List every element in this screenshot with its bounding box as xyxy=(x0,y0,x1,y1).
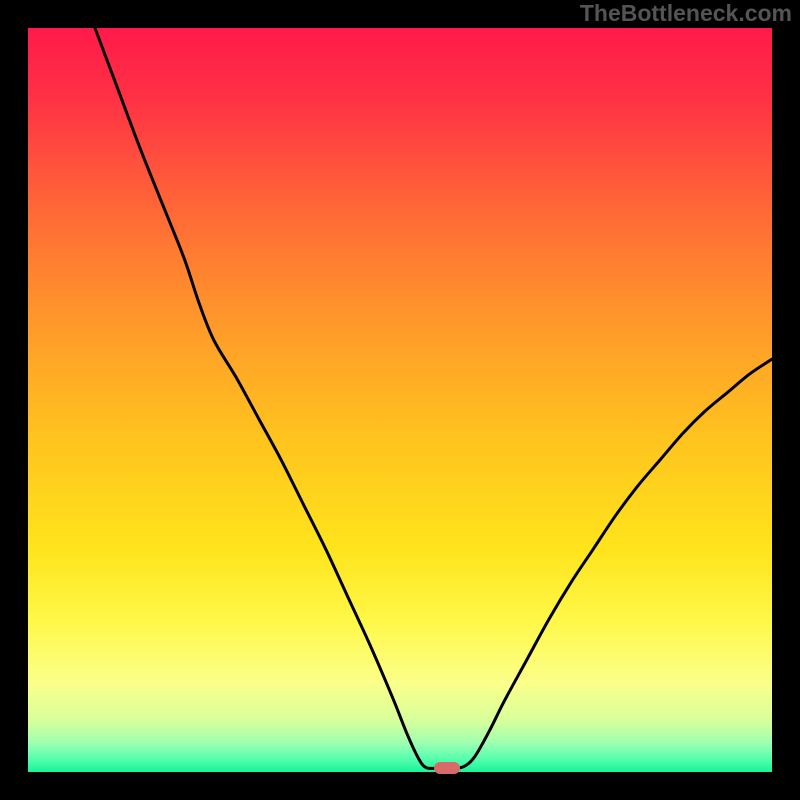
plot-area xyxy=(28,28,772,772)
watermark-text: TheBottleneck.com xyxy=(580,0,792,27)
curve-svg xyxy=(28,28,772,772)
bottleneck-chart: TheBottleneck.com xyxy=(0,0,800,800)
optimal-marker xyxy=(434,762,459,774)
bottleneck-curve xyxy=(95,28,772,768)
